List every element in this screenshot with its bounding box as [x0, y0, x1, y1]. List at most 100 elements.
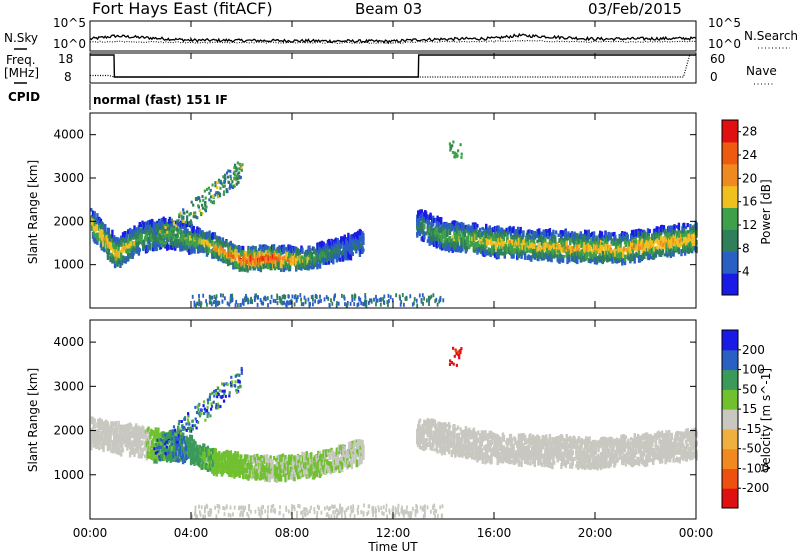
- power-cell: [288, 294, 290, 299]
- power-cell: [243, 266, 247, 272]
- power-cell: [125, 242, 128, 248]
- power-cell: [344, 302, 346, 307]
- power-cell: [558, 249, 561, 255]
- power-cell: [373, 297, 375, 302]
- power-cell: [124, 259, 127, 263]
- power-cell: [480, 241, 483, 247]
- velocity-cell: [246, 454, 249, 458]
- velocity-cell: [156, 440, 159, 445]
- power-cell: [219, 239, 222, 245]
- power-cell: [422, 301, 424, 306]
- velocity-cell: [203, 443, 206, 450]
- power-cell: [438, 299, 441, 304]
- power-cell: [218, 301, 221, 305]
- power-cell: [222, 175, 225, 179]
- power-cell: [245, 260, 248, 265]
- power-cell: [325, 260, 328, 265]
- power-cell: [215, 191, 218, 195]
- power-cell: [289, 251, 293, 257]
- power-cell: [229, 174, 232, 178]
- power-cell: [247, 300, 249, 305]
- velocity-cell: [174, 438, 178, 446]
- power-cell: [455, 154, 459, 158]
- power-cell: [325, 243, 328, 250]
- power-cell: [613, 231, 616, 237]
- power-cell: [127, 255, 130, 262]
- power-cell: [213, 232, 217, 240]
- power-cell: [355, 245, 358, 254]
- power-cell: [565, 248, 568, 255]
- velocity-cell: [194, 441, 197, 445]
- power-cell: [600, 231, 604, 240]
- power-cell: [151, 247, 155, 252]
- power-cell: [478, 238, 482, 242]
- power-cell: [535, 233, 538, 238]
- power-cell: [416, 303, 419, 308]
- velocity-cell: [154, 455, 157, 460]
- power-ylabel: Slant Range [km]: [26, 160, 40, 264]
- velocity-cell: [262, 473, 265, 480]
- power-cell: [611, 255, 614, 264]
- power-cell: [455, 221, 459, 229]
- power-cell: [171, 233, 174, 237]
- power-cell: [173, 225, 176, 229]
- power-cell: [568, 257, 571, 263]
- power-cell: [178, 242, 181, 248]
- power-cell: [163, 237, 166, 241]
- power-cell: [263, 296, 265, 301]
- velocity-cell: [212, 448, 215, 455]
- power-cell: [164, 218, 167, 225]
- power-colorbar-swatch-5: [722, 163, 738, 187]
- power-cell: [173, 233, 176, 237]
- power-cell: [645, 240, 649, 247]
- power-cell: [186, 228, 189, 235]
- power-cell: [548, 228, 552, 236]
- power-cell: [550, 244, 553, 249]
- power-cell: [475, 234, 478, 241]
- power-cell: [517, 245, 521, 253]
- power-cell: [217, 243, 220, 248]
- power-cell: [137, 241, 141, 245]
- power-cell: [318, 261, 322, 269]
- power-cell: [330, 298, 332, 303]
- power-cell: [250, 248, 254, 256]
- power-cell: [567, 231, 570, 239]
- power-cell: [428, 296, 431, 301]
- power-cell: [398, 294, 401, 299]
- power-cell: [345, 240, 348, 244]
- power-cell: [695, 246, 698, 250]
- power-cell: [672, 250, 675, 257]
- velocity-cell: [138, 434, 141, 442]
- power-cell: [605, 250, 608, 258]
- power-cell: [504, 250, 507, 255]
- power-cell: [668, 234, 672, 238]
- velocity-cell: [120, 449, 123, 457]
- power-cell: [599, 258, 602, 263]
- power-cell: [97, 237, 100, 241]
- power-cell: [683, 222, 686, 229]
- velocity-cell: [141, 447, 144, 456]
- power-cell: [208, 191, 211, 195]
- power-cell: [470, 232, 473, 240]
- power-cell: [229, 177, 233, 181]
- power-cell: [692, 238, 696, 243]
- power-cell: [233, 170, 236, 174]
- power-cell: [280, 261, 283, 269]
- velocity-cell: [190, 434, 194, 442]
- power-cell: [320, 241, 324, 247]
- power-cell: [107, 247, 111, 255]
- power-cell: [201, 195, 204, 198]
- power-cell: [93, 211, 96, 220]
- velocity-cell: [120, 424, 123, 429]
- velocity-cell: [228, 473, 232, 477]
- velocity-cell: [229, 450, 232, 458]
- power-cell: [626, 234, 629, 239]
- power-cell: [417, 219, 421, 226]
- power-cell: [435, 297, 438, 302]
- power-cell: [309, 302, 311, 307]
- velocity-cell: [167, 431, 171, 438]
- noise-left-label: N.Sky: [4, 31, 38, 45]
- power-cell: [691, 225, 695, 232]
- power-cell: [481, 231, 484, 235]
- freq-label-line1: Freq.: [6, 53, 36, 67]
